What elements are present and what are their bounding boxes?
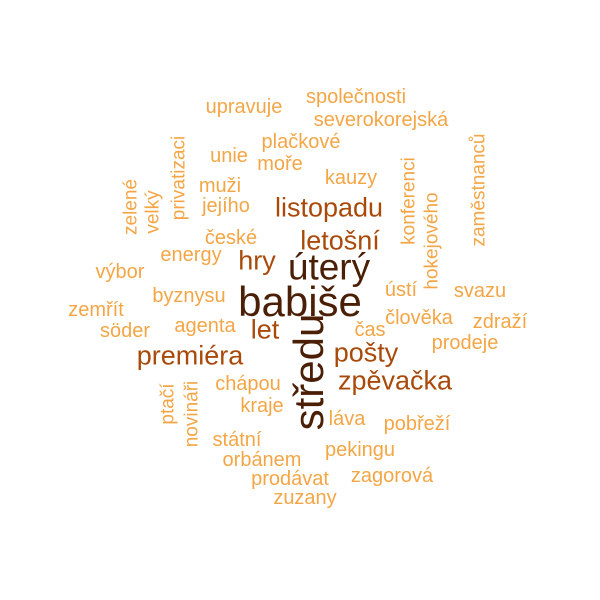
word-vybor: výbor (95, 261, 145, 283)
word-zemrit: zemřít (68, 299, 124, 321)
word-hokejoveho: hokejového (421, 192, 443, 290)
word-novinari: novináři (181, 380, 203, 448)
word-energy: energy (160, 244, 222, 266)
word-privatizaci: privatizaci (168, 135, 190, 221)
word-ptaci: ptačí (157, 383, 179, 425)
word-upravuje: upravuje (205, 96, 283, 118)
word-utery: úterý (287, 246, 371, 288)
word-zdrazi: zdraží (472, 311, 528, 333)
word-ceske: české (204, 227, 258, 249)
word-usti: ústí (384, 279, 418, 301)
word-zpevacka: zpěvačka (337, 365, 453, 396)
word-zelene: zelené (120, 179, 142, 235)
word-kraje: kraje (240, 395, 284, 417)
word-kauzy: kauzy (324, 167, 378, 189)
word-letosni: letošní (300, 225, 380, 256)
word-konferenci: konferenci (398, 157, 420, 245)
word-lava: láva (328, 408, 366, 430)
word-zuzany: zuzany (273, 487, 337, 509)
word-orbanem: orbánem (222, 449, 302, 471)
word-velky: velký (142, 190, 164, 234)
word-muzi: muži (198, 175, 242, 197)
word-pobrezi: pobřeží (383, 413, 451, 435)
word-prodeje: prodeje (431, 332, 499, 354)
word-premiera: premiéra (136, 340, 244, 371)
word-pekingu: pekingu (324, 439, 396, 461)
word-byznysu: byznysu (152, 285, 226, 307)
word-let: let (250, 314, 280, 345)
word-zamestnancu: zaměstnanců (468, 133, 490, 247)
word-soder: söder (99, 320, 151, 342)
word-agenta: agenta (174, 315, 236, 337)
word-spolecnosti: společnosti (305, 86, 407, 108)
word-cloveka: člověka (385, 307, 453, 329)
word-statni: státní (212, 429, 262, 451)
word-more: moře (257, 153, 303, 175)
word-stredu: středu (285, 313, 332, 431)
word-posty: pošty (333, 337, 399, 368)
word-severokorejska: severokorejská (313, 109, 449, 131)
word-hry: hry (238, 245, 276, 276)
word-babise: babiše (238, 278, 362, 325)
word-plackove: plačkové (261, 131, 341, 153)
word-cas: čas (354, 319, 386, 341)
word-jejiho: jejího (202, 195, 250, 217)
word-listopadu: listopadu (274, 192, 384, 223)
word-prodavat: prodávat (251, 468, 329, 490)
word-svazu: svazu (453, 280, 507, 302)
word-chapou: chápou (215, 373, 281, 395)
word-unie: unie (210, 145, 248, 167)
word-zagorova: zagorová (350, 465, 434, 487)
